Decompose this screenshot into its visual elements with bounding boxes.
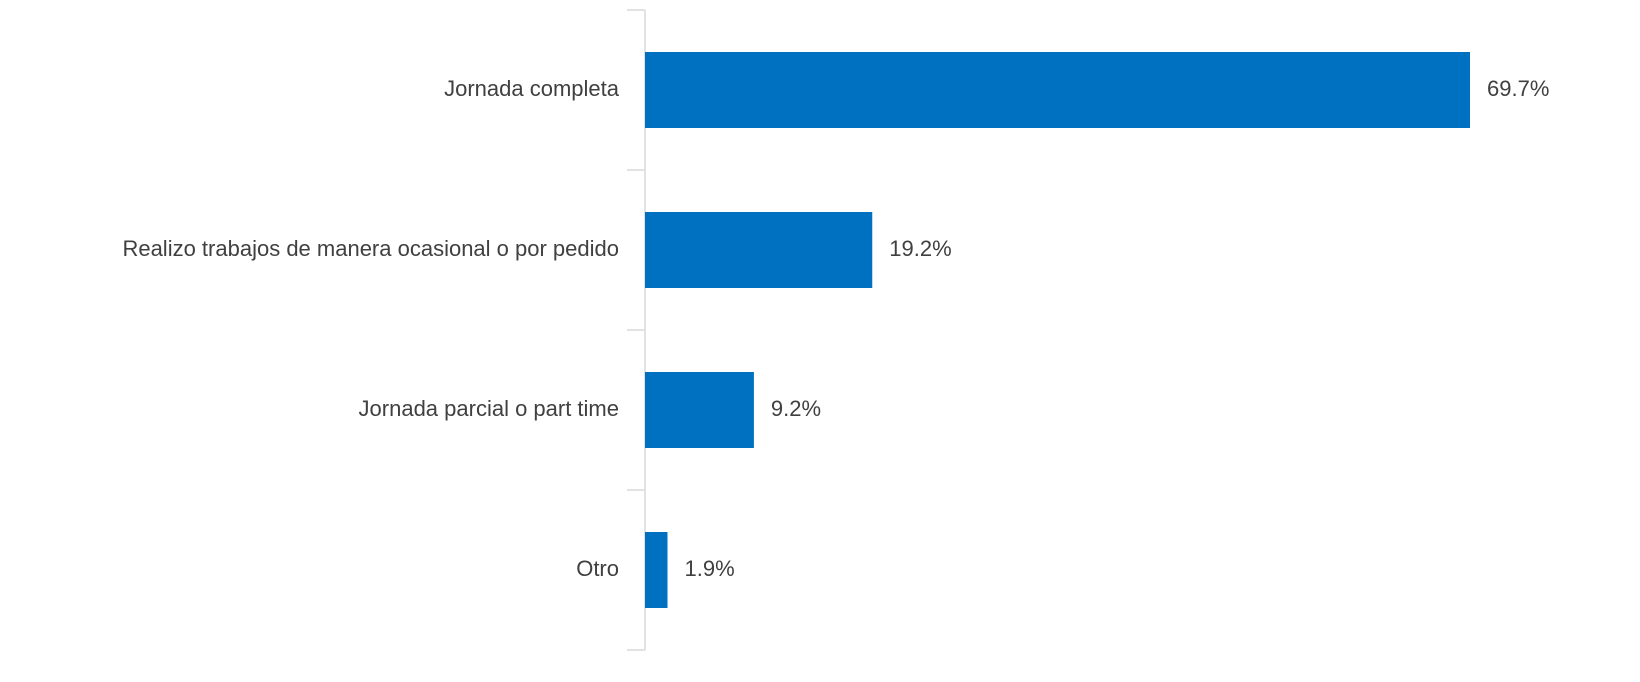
bar (645, 52, 1470, 128)
value-label: 19.2% (889, 236, 951, 261)
category-label: Realizo trabajos de manera ocasional o p… (122, 236, 619, 261)
bar (645, 372, 754, 448)
value-label: 69.7% (1487, 76, 1549, 101)
bar (645, 532, 668, 608)
category-label: Jornada completa (444, 76, 620, 101)
category-label: Jornada parcial o part time (359, 396, 619, 421)
value-label: 9.2% (771, 396, 821, 421)
value-label: 1.9% (684, 556, 734, 581)
category-label: Otro (576, 556, 619, 581)
bar (645, 212, 873, 288)
